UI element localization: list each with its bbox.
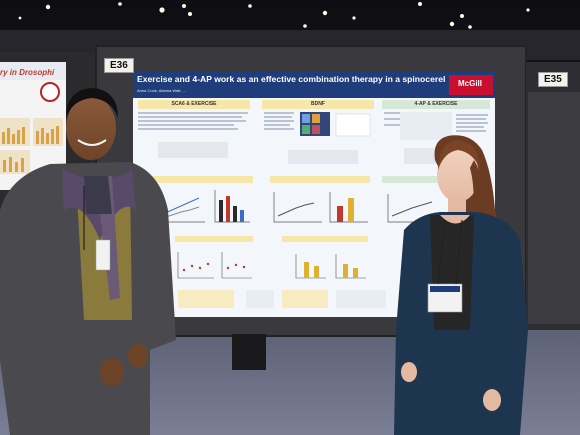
section-header-bdnf: BDNF <box>311 101 325 107</box>
section-header-sca6: SCA6 & EXERCISE <box>171 101 217 107</box>
presenter-man <box>0 88 176 435</box>
left-poster-title: ry in Drosophi <box>0 68 55 77</box>
presenter-woman <box>394 135 528 435</box>
man-name-badge <box>95 239 111 271</box>
board-number-right: E35 <box>538 72 568 87</box>
poster-title: Exercise and 4-AP work as an effective c… <box>137 74 445 84</box>
mcgill-logo-text: McGill <box>458 79 483 88</box>
research-poster <box>133 72 495 317</box>
bystander-legs <box>232 334 266 370</box>
section-header-4ap: 4-AP & EXERCISE <box>414 101 458 107</box>
poster-authors: Anna Cook, Alanna Watt, ... <box>137 88 186 93</box>
mcgill-logo <box>449 75 493 95</box>
ceiling-lights <box>18 2 530 29</box>
poster-header <box>133 72 495 98</box>
board-number-main: E36 <box>104 58 134 73</box>
